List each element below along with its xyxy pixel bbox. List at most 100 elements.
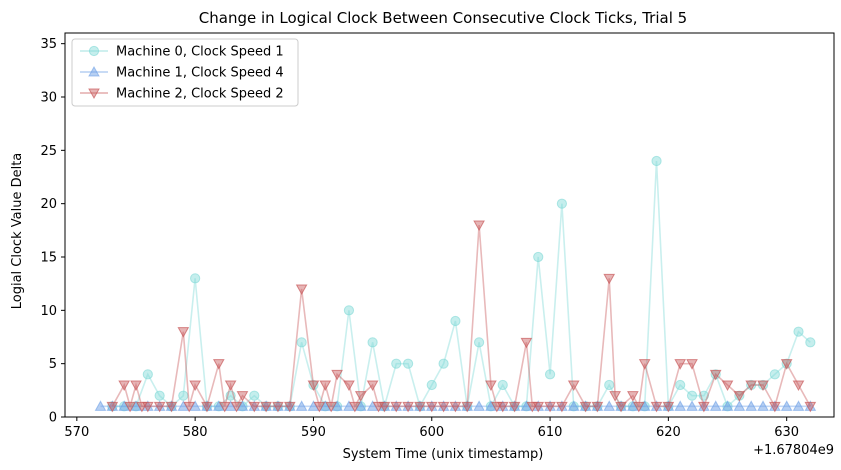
legend-item: Machine 1, Clock Speed 4 [80,66,284,81]
data-point [686,400,698,411]
data-point [367,337,378,348]
data-point [118,380,131,392]
data-point [709,400,722,411]
data-point [106,401,119,413]
data-point [349,401,361,413]
data-point [721,380,734,392]
series-2 [106,220,817,413]
data-point [780,359,793,370]
data-point [402,401,414,413]
x-tick-label: 570 [64,425,89,440]
data-point [485,380,497,392]
legend-marker [88,65,100,77]
y-axis-label: Logial Clock Value Delta [10,153,25,310]
data-point [733,400,746,411]
data-point [343,305,355,316]
data-point [769,369,780,380]
data-point [674,400,687,411]
data-point [189,380,201,392]
data-point [473,337,485,348]
x-tick-label: 630 [774,425,799,440]
data-point [153,401,166,413]
data-point [650,401,663,413]
data-point [296,337,307,348]
series-line-0 [112,160,811,410]
data-point [556,198,567,209]
x-tick-label: 590 [301,425,326,440]
data-point [508,401,521,413]
x-tick-label: 610 [538,425,563,440]
data-point [533,251,544,263]
chart-title: Change in Logical Clock Between Consecut… [199,9,687,27]
data-point [426,379,437,391]
data-point [461,401,474,413]
series-line-2 [111,224,811,410]
data-point [141,401,154,413]
data-point [325,401,338,413]
data-point [473,400,485,411]
data-point [662,401,675,413]
data-point [686,359,698,370]
data-point [201,401,213,413]
data-point [792,400,805,411]
data-point [319,380,332,392]
data-point [260,401,272,413]
data-point [248,401,261,413]
legend-label: Machine 0, Clock Speed 1 [116,45,284,60]
data-point [745,380,758,392]
data-point [745,400,758,411]
data-point [165,401,178,413]
x-axis-ticks: 570 580 590 600 610 620 630 [64,417,799,440]
data-point [609,391,621,402]
series-1 [94,400,817,411]
data-point [544,369,556,380]
data-point [390,401,403,413]
data-point [544,401,556,413]
data-point [757,400,769,411]
data-point [130,380,142,392]
data-point [283,401,296,413]
data-point [313,401,326,413]
x-axis-label: System Time (unix timestamp) [343,447,544,462]
data-point [177,327,190,338]
data-point [437,401,450,413]
data-point [721,400,734,411]
data-point [183,401,196,413]
x-tick-label: 620 [656,425,681,440]
data-point [567,400,580,411]
data-point [674,359,687,370]
data-point [473,220,485,232]
legend-box [71,38,299,107]
x-tick-label: 600 [419,425,444,440]
data-point [366,380,379,392]
data-point [686,390,698,401]
data-point [733,391,746,402]
data-point [556,401,568,413]
data-point [651,155,662,167]
x-axis-offset-label: +1.67804e9 [753,443,834,458]
data-point [225,390,236,401]
data-point [124,401,136,413]
data-point [567,380,580,392]
data-point [331,369,343,381]
data-point [698,401,710,413]
data-point [94,400,107,411]
legend-marker [88,88,100,100]
legend-item: Machine 0, Clock Speed 1 [80,45,284,60]
data-point [178,390,189,401]
data-point [354,391,367,402]
data-point [603,273,616,285]
data-point [425,401,438,413]
legend-item: Machine 2, Clock Speed 2 [80,87,284,102]
data-point [709,369,722,381]
data-point [343,380,355,392]
data-point [520,337,533,349]
data-point [402,358,414,369]
data-point [190,273,201,284]
data-point [768,401,781,413]
data-point [638,359,651,370]
data-point [438,358,449,369]
data-point [224,380,237,392]
data-point [615,401,627,413]
